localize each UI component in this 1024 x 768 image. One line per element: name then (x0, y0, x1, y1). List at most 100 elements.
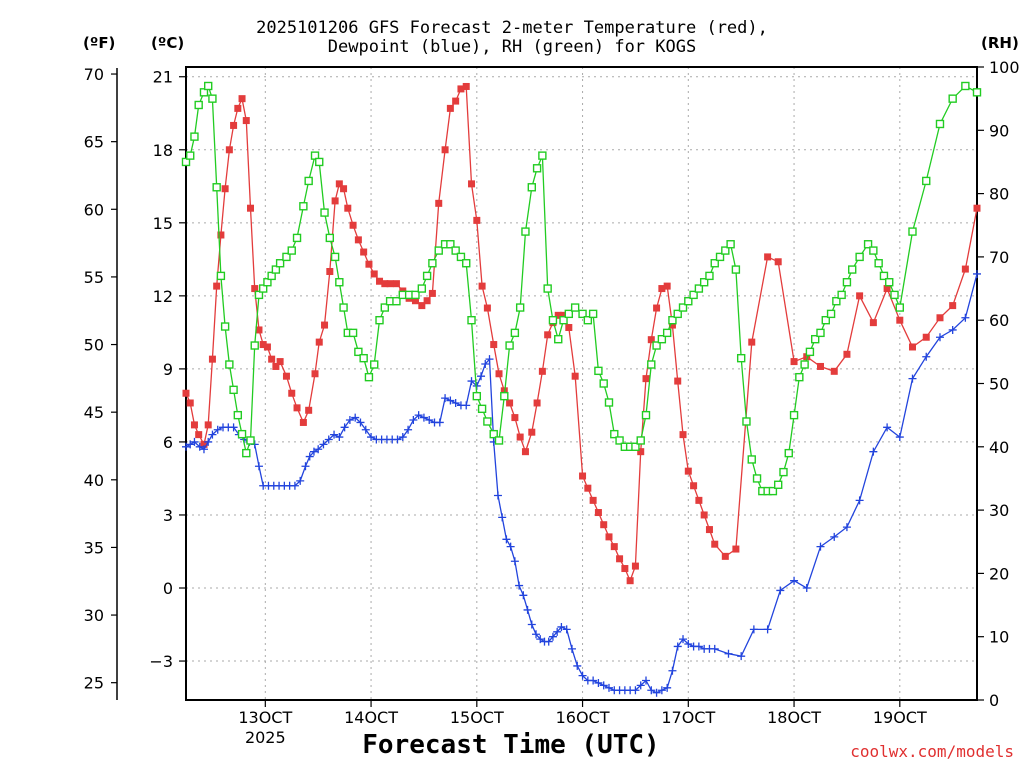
temperature-point (288, 389, 296, 397)
rh-point (354, 347, 363, 357)
grid-lines (186, 67, 977, 700)
dewpoint-point (319, 440, 328, 449)
rh-point (705, 271, 714, 281)
rh-point (250, 341, 259, 350)
chart-title-line-2: Dewpoint (blue), RH (green) for KOGS (327, 37, 697, 57)
rh-point (370, 360, 379, 369)
rh-point (678, 303, 688, 312)
temperature-point (936, 314, 944, 322)
x-tick-label: 13OCT (238, 708, 292, 727)
temperature-point (949, 302, 957, 310)
temperature-point (182, 389, 190, 397)
temperature-point (621, 565, 629, 573)
dewpoint-point (446, 396, 455, 405)
rh-point (380, 303, 390, 312)
temperature-point (299, 418, 307, 426)
rh-point (972, 88, 982, 97)
temperature-point (600, 521, 608, 529)
fahrenheit-tick-label: 45 (84, 403, 104, 422)
chart-title-line-1: 2025101206 GFS Forecast 2-meter Temperat… (256, 18, 768, 38)
dewpoint-point (204, 437, 213, 446)
temperature-point (637, 448, 645, 456)
rh-point (842, 278, 852, 287)
dewpoint-point (510, 557, 519, 566)
rh-point (652, 341, 661, 350)
dewpoint-point (544, 637, 553, 646)
dewpoint-point (451, 398, 460, 407)
temperature-point (589, 496, 597, 504)
temperature-point (856, 292, 864, 300)
dewpoint-point (425, 416, 434, 425)
dewpoint-point (351, 413, 360, 422)
rh-point (869, 246, 878, 255)
dewpoint-point (567, 644, 576, 653)
temperature-point (594, 509, 602, 517)
rh-point (604, 398, 614, 407)
temperature-point (230, 121, 238, 129)
temperature-point (506, 399, 514, 407)
series-temperature (182, 82, 981, 585)
rh-point (339, 303, 348, 312)
temperature-point (452, 97, 460, 105)
temperature-point (473, 216, 481, 224)
rh-point (304, 176, 313, 186)
rh-point (961, 81, 970, 91)
rh-point (527, 183, 536, 192)
rh-point (684, 297, 693, 306)
dewpoint-point (409, 416, 418, 425)
series-dewpoint (182, 269, 981, 697)
fahrenheit-unit-label: (ºF) (83, 34, 116, 52)
x-tick-label: 14OCT (344, 708, 398, 727)
series-rh (181, 81, 982, 496)
rh-tick-label: 80 (989, 185, 1009, 204)
rh-point (181, 157, 191, 167)
dewpoint-point (213, 425, 222, 434)
rh-point (668, 316, 677, 325)
temperature-point (816, 362, 824, 370)
rh-point (548, 316, 558, 325)
rh-tick-label: 60 (989, 311, 1009, 330)
dewpoint-point (883, 423, 892, 432)
rh-point (922, 176, 931, 186)
x-axis-title: Forecast Time (UTC) (362, 730, 660, 760)
celsius-tick-label: 18 (153, 141, 173, 160)
dewpoint-point (668, 666, 677, 675)
dewpoint-point (361, 425, 370, 434)
temperature-point (896, 316, 904, 324)
rh-point (885, 278, 894, 287)
dewpoint-point (647, 686, 656, 695)
temperature-point (674, 377, 682, 385)
rh-point (826, 309, 836, 319)
temperature-point (468, 180, 476, 188)
temperature-point (354, 236, 362, 244)
rh-point (532, 164, 542, 173)
dewpoint-point (523, 605, 532, 614)
rh-point (615, 436, 624, 445)
fahrenheit-axis: 70 65 60 55 50 45 40 35 30 25 (84, 65, 118, 700)
rh-point (483, 417, 492, 426)
rh-point (494, 436, 504, 445)
rh-point (510, 328, 520, 338)
dewpoint-point (398, 433, 407, 442)
temperature-point (423, 297, 431, 305)
dewpoint-point (314, 445, 323, 454)
dewpoint-point (802, 584, 811, 593)
dewpoint-point (345, 416, 354, 425)
temperature-point (204, 421, 212, 429)
rh-point (254, 290, 264, 300)
dewpoint-point (973, 269, 981, 278)
dewpoint-point (498, 513, 507, 522)
rh-point (564, 309, 574, 319)
temperature-point (386, 280, 394, 288)
rh-tick-label: 50 (989, 375, 1009, 394)
rh-point (320, 208, 329, 217)
temperature-point (208, 355, 216, 363)
temperature-point (495, 370, 503, 378)
dewpoint-point (636, 681, 645, 690)
rh-point (190, 132, 199, 141)
rh-point (411, 290, 420, 300)
temperature-point (658, 285, 666, 293)
temperature-point (695, 496, 703, 504)
